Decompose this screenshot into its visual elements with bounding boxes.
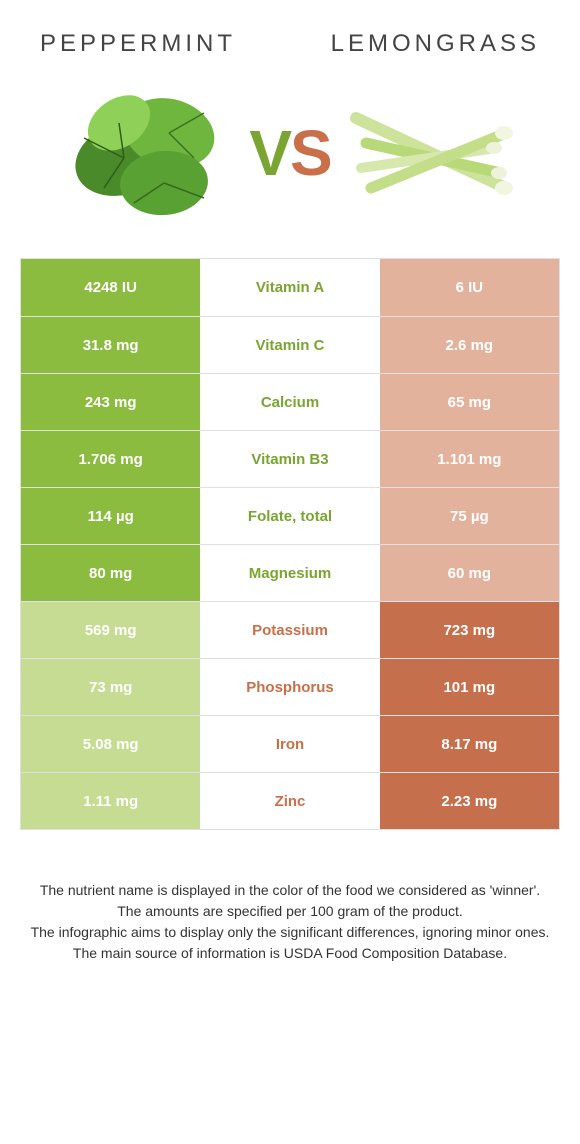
nutrient-name: Vitamin A <box>200 259 379 316</box>
table-row: 243 mgCalcium65 mg <box>21 373 559 430</box>
table-row: 4248 IUVitamin A6 IU <box>21 259 559 316</box>
right-value: 8.17 mg <box>380 715 559 772</box>
left-value: 1.706 mg <box>21 430 200 487</box>
left-value: 73 mg <box>21 658 200 715</box>
right-value: 60 mg <box>380 544 559 601</box>
right-value: 75 µg <box>380 487 559 544</box>
nutrient-name: Zinc <box>200 772 379 829</box>
peppermint-image <box>59 78 239 228</box>
infographic-root: Peppermint Lemongrass VS <box>0 0 580 994</box>
nutrient-name: Iron <box>200 715 379 772</box>
footnote-line: The infographic aims to display only the… <box>30 922 550 943</box>
vs-s: S <box>290 117 331 189</box>
left-value: 1.11 mg <box>21 772 200 829</box>
table-row: 1.11 mgZinc2.23 mg <box>21 772 559 829</box>
vs-v: V <box>249 117 290 189</box>
nutrient-name: Potassium <box>200 601 379 658</box>
table-row: 569 mgPotassium723 mg <box>21 601 559 658</box>
footnote-line: The main source of information is USDA F… <box>30 943 550 964</box>
nutrient-name: Vitamin B3 <box>200 430 379 487</box>
nutrient-table: 4248 IUVitamin A6 IU31.8 mgVitamin C2.6 … <box>20 258 560 830</box>
left-value: 114 µg <box>21 487 200 544</box>
right-value: 6 IU <box>380 259 559 316</box>
right-value: 1.101 mg <box>380 430 559 487</box>
header-row: Peppermint Lemongrass <box>0 0 580 68</box>
title-right: Lemongrass <box>331 30 540 58</box>
left-value: 31.8 mg <box>21 316 200 373</box>
footnote-line: The amounts are specified per 100 gram o… <box>30 901 550 922</box>
nutrient-name: Calcium <box>200 373 379 430</box>
table-row: 114 µgFolate, total75 µg <box>21 487 559 544</box>
footnote-line: The nutrient name is displayed in the co… <box>30 880 550 901</box>
nutrient-name: Vitamin C <box>200 316 379 373</box>
left-value: 5.08 mg <box>21 715 200 772</box>
nutrient-name: Phosphorus <box>200 658 379 715</box>
right-value: 2.23 mg <box>380 772 559 829</box>
left-value: 569 mg <box>21 601 200 658</box>
left-value: 4248 IU <box>21 259 200 316</box>
right-value: 101 mg <box>380 658 559 715</box>
title-left: Peppermint <box>40 30 236 58</box>
right-value: 65 mg <box>380 373 559 430</box>
left-value: 243 mg <box>21 373 200 430</box>
hero-row: VS <box>0 68 580 258</box>
nutrient-name: Folate, total <box>200 487 379 544</box>
table-row: 5.08 mgIron8.17 mg <box>21 715 559 772</box>
table-row: 31.8 mgVitamin C2.6 mg <box>21 316 559 373</box>
left-value: 80 mg <box>21 544 200 601</box>
table-row: 1.706 mgVitamin B31.101 mg <box>21 430 559 487</box>
nutrient-name: Magnesium <box>200 544 379 601</box>
vs-label: VS <box>249 116 330 190</box>
right-value: 723 mg <box>380 601 559 658</box>
footnote-block: The nutrient name is displayed in the co… <box>0 830 580 994</box>
right-value: 2.6 mg <box>380 316 559 373</box>
lemongrass-image <box>341 78 521 228</box>
table-row: 73 mgPhosphorus101 mg <box>21 658 559 715</box>
table-row: 80 mgMagnesium60 mg <box>21 544 559 601</box>
